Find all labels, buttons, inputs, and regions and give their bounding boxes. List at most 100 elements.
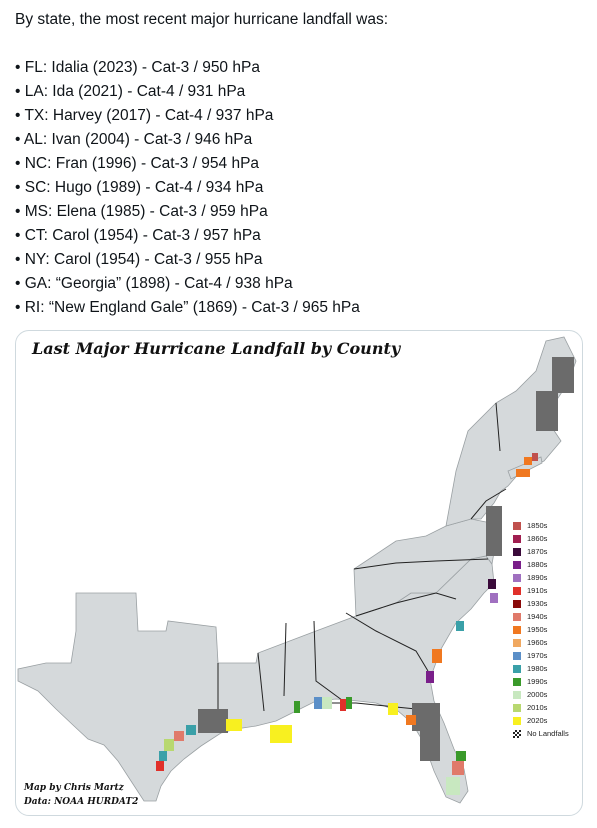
tx-1980s-2 bbox=[186, 725, 196, 735]
legend-item: 2010s bbox=[513, 701, 569, 714]
state-borders bbox=[217, 402, 507, 729]
ny-1950s bbox=[516, 469, 530, 477]
legend-item: 1870s bbox=[513, 545, 569, 558]
fl-panhandle-1990s bbox=[346, 697, 352, 709]
list-item: • MS: Elena (1985) - Cat-3 / 959 hPa bbox=[15, 203, 268, 220]
va-nc-border bbox=[353, 558, 489, 570]
legend-label: 2020s bbox=[527, 716, 548, 725]
florida-east-coast bbox=[412, 703, 440, 731]
legend-label: 1980s bbox=[527, 664, 548, 673]
post-text: By state, the most recent major hurrican… bbox=[15, 8, 585, 320]
legend-label: 2010s bbox=[527, 703, 548, 712]
map-credit-data: Data: NOAA HURDAT2 bbox=[24, 797, 139, 807]
legend-swatch bbox=[513, 703, 521, 712]
legend-item: 1960s bbox=[513, 636, 569, 649]
landfall-counties bbox=[156, 453, 538, 795]
legend-label: 1960s bbox=[527, 638, 548, 647]
legend-swatch bbox=[513, 534, 521, 543]
ga-1880s bbox=[426, 671, 434, 683]
legend-label: 2000s bbox=[527, 690, 548, 699]
legend-swatch bbox=[513, 638, 521, 647]
legend-label: 1880s bbox=[527, 560, 548, 569]
mid-atlantic-states bbox=[353, 518, 497, 617]
tx-2010s bbox=[164, 739, 174, 751]
legend-swatch bbox=[513, 586, 521, 595]
legend-swatch bbox=[513, 599, 521, 608]
legend-item: 1950s bbox=[513, 623, 569, 636]
ms-al-border bbox=[283, 622, 287, 697]
legend-label: 1870s bbox=[527, 547, 548, 556]
fl-south-1940s bbox=[452, 761, 464, 775]
tx-1980s bbox=[159, 751, 167, 761]
legend-label: No Landfalls bbox=[527, 729, 569, 738]
fl-1950s bbox=[406, 715, 416, 725]
sc-1980s bbox=[456, 621, 464, 631]
al-ga-border bbox=[313, 620, 347, 704]
la-2020s-2 bbox=[270, 725, 292, 743]
maine-coast bbox=[552, 357, 574, 393]
la-ms-border bbox=[257, 652, 265, 712]
list-item: • TX: Harvey (2017) - Cat-4 / 937 hPa bbox=[15, 107, 274, 124]
sc-1950s bbox=[432, 649, 442, 663]
fl-south-1990s bbox=[456, 751, 466, 761]
ms-1990s bbox=[294, 701, 300, 713]
legend-swatch bbox=[513, 664, 521, 673]
legend-item: 1880s bbox=[513, 558, 569, 571]
legend-item: 2020s bbox=[513, 714, 569, 727]
legend-swatch bbox=[513, 716, 521, 725]
legend-swatch bbox=[513, 677, 521, 686]
vt-nh-border bbox=[495, 402, 501, 452]
ct-1950s bbox=[524, 457, 532, 465]
legend-swatch bbox=[513, 547, 521, 556]
list-item: • NC: Fran (1996) - Cat-3 / 954 hPa bbox=[15, 155, 260, 172]
no-landfall-counties bbox=[198, 357, 574, 761]
louisiana-coast bbox=[198, 709, 228, 733]
legend-swatch bbox=[513, 560, 521, 569]
legend-item: 1910s bbox=[513, 584, 569, 597]
legend-item: 1980s bbox=[513, 662, 569, 675]
legend-item: 2000s bbox=[513, 688, 569, 701]
legend-swatch bbox=[513, 651, 521, 660]
legend-item: 1990s bbox=[513, 675, 569, 688]
nc-sc-border bbox=[355, 592, 457, 617]
al-2000s bbox=[322, 697, 332, 709]
legend-item: 1930s bbox=[513, 597, 569, 610]
legend-label: 1940s bbox=[527, 612, 548, 621]
tx-1910s bbox=[156, 761, 164, 771]
florida-east-coast-2 bbox=[420, 731, 440, 761]
fl-keys-2000s bbox=[446, 777, 460, 795]
legend-item: No Landfalls bbox=[513, 727, 569, 740]
legend-swatch bbox=[513, 625, 521, 634]
legend-label: 1850s bbox=[527, 521, 548, 530]
list-item: • LA: Ida (2021) - Cat-4 / 931 hPa bbox=[15, 83, 246, 100]
list-item: • RI: “New England Gale” (1869) - Cat-3 … bbox=[15, 299, 360, 316]
map-credit-author: Map by Chris Martz bbox=[24, 783, 124, 793]
legend-label: 1990s bbox=[527, 677, 548, 686]
new-england-coast bbox=[536, 391, 558, 431]
la-2020s bbox=[226, 719, 242, 731]
legend: 1850s 1860s 1870s 1880s 1890s 1910s 1930s 1940s… bbox=[513, 519, 569, 740]
list-item: • CT: Carol (1954) - Cat-3 / 957 hPa bbox=[15, 227, 261, 244]
al-1970s bbox=[314, 697, 322, 709]
legend-label: 1860s bbox=[527, 534, 548, 543]
nc-1870s bbox=[488, 579, 496, 589]
legend-label: 1970s bbox=[527, 651, 548, 660]
ri-1850s bbox=[532, 453, 538, 461]
pa-ny-border bbox=[470, 488, 507, 520]
legend-swatch bbox=[513, 729, 521, 738]
fl-2020s bbox=[388, 703, 398, 715]
list-item: • NY: Carol (1954) - Cat-3 / 955 hPa bbox=[15, 251, 263, 268]
legend-item: 1890s bbox=[513, 571, 569, 584]
legend-swatch bbox=[513, 521, 521, 530]
legend-swatch bbox=[513, 612, 521, 621]
list-item: • SC: Hugo (1989) - Cat-4 / 934 hPa bbox=[15, 179, 264, 196]
map-title: Last Major Hurricane Landfall by County bbox=[32, 339, 401, 358]
landfall-list: • FL: Idalia (2023) - Cat-3 / 950 hPa • … bbox=[15, 56, 585, 320]
legend-swatch bbox=[513, 690, 521, 699]
post-media-image[interactable]: Last Major Hurricane Landfall by County … bbox=[15, 330, 583, 816]
legend-label: 1910s bbox=[527, 586, 548, 595]
list-item: • AL: Ivan (2004) - Cat-3 / 946 hPa bbox=[15, 131, 253, 148]
legend-label: 1950s bbox=[527, 625, 548, 634]
nc-1890s bbox=[490, 593, 498, 603]
post-intro: By state, the most recent major hurrican… bbox=[15, 11, 389, 28]
